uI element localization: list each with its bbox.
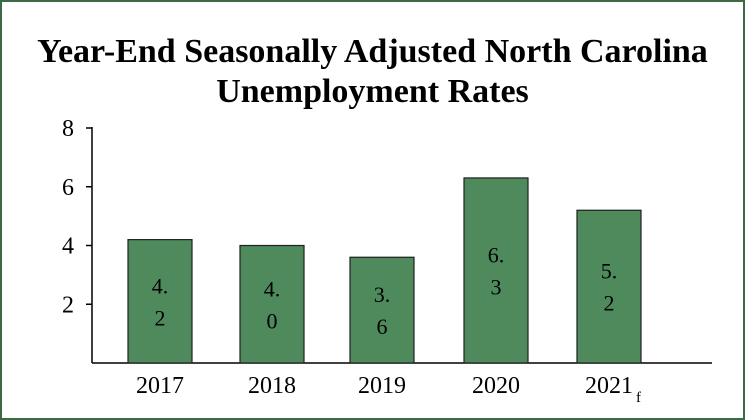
bar-data-label-line-2: 3 xyxy=(491,274,502,299)
y-tick-label: 4 xyxy=(62,234,74,260)
chart-title-line-1: Year-End Seasonally Adjusted North Carol… xyxy=(37,33,708,70)
bar-data-label-line-1: 6. xyxy=(488,242,505,267)
bar-data-label-line-1: 3. xyxy=(374,282,391,307)
bar-2017 xyxy=(127,239,193,364)
y-tick-label: 6 xyxy=(62,175,74,201)
x-tick-label-subscript: f xyxy=(636,390,641,406)
y-tick-label: 8 xyxy=(62,116,74,142)
chart-title-line-2: Unemployment Rates xyxy=(216,73,529,110)
y-tick-label: 2 xyxy=(62,292,74,318)
bar-data-label-line-2: 2 xyxy=(604,291,615,316)
bar-data-label-line-2: 0 xyxy=(267,308,278,333)
bar-data-label-line-1: 4. xyxy=(152,273,169,298)
bar-2018 xyxy=(239,244,305,364)
x-tick-label: 2020 xyxy=(472,373,520,399)
bar-data-label-line-1: 5. xyxy=(601,259,618,284)
bar-data-label-line-2: 2 xyxy=(155,305,166,330)
chart-title: Year-End Seasonally Adjusted North Carol… xyxy=(2,32,743,112)
bar-data-label-line-2: 6 xyxy=(377,314,388,339)
bar-2021 xyxy=(576,209,642,364)
bar-2019 xyxy=(349,256,415,364)
x-tick-label: 2021 xyxy=(585,373,633,399)
bar-data-label-line-1: 4. xyxy=(264,276,281,301)
bar-2020 xyxy=(463,177,529,364)
x-tick-label: 2019 xyxy=(358,373,406,399)
x-tick-label: 2018 xyxy=(248,373,296,399)
x-tick-label: 2017 xyxy=(136,373,184,399)
